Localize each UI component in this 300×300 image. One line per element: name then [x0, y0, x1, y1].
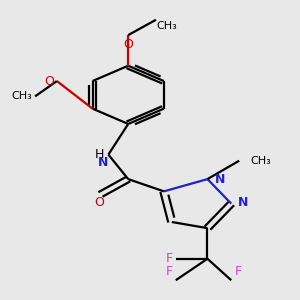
Text: F: F: [166, 265, 172, 278]
Text: F: F: [234, 265, 242, 278]
Text: F: F: [166, 252, 172, 265]
Text: CH₃: CH₃: [11, 92, 32, 101]
Text: N: N: [98, 156, 108, 169]
Text: CH₃: CH₃: [250, 156, 271, 166]
Text: CH₃: CH₃: [156, 21, 177, 31]
Text: N: N: [214, 172, 225, 186]
Text: O: O: [123, 38, 133, 51]
Text: H: H: [95, 148, 104, 161]
Text: N: N: [238, 196, 249, 209]
Text: O: O: [94, 196, 104, 209]
Text: O: O: [44, 75, 54, 88]
